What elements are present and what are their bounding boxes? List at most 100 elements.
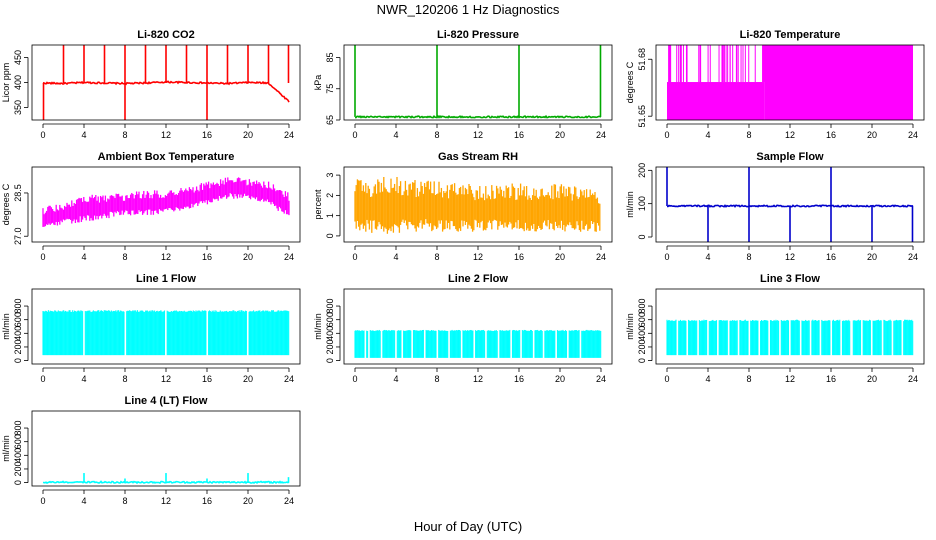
x-tick-label: 12 <box>473 130 483 140</box>
panel-title: Li-820 CO2 <box>137 29 194 41</box>
plot-frame <box>343 166 613 243</box>
y-axis-label: ml/min <box>1 435 11 462</box>
y-axis-label: ml/min <box>313 313 323 340</box>
plot-area <box>42 177 290 227</box>
x-tick-label: 16 <box>514 130 524 140</box>
x-tick-label: 4 <box>705 374 710 384</box>
plot-frame <box>31 288 301 365</box>
x-tick-label: 20 <box>555 252 565 262</box>
x-tick-label: 20 <box>867 374 877 384</box>
y-tick-label: 800 <box>325 299 335 314</box>
x-tick-label: 16 <box>202 252 212 262</box>
y-tick-label: 0 <box>13 480 23 485</box>
panel-8: Line 2 Flow 0 4 8 12 16 20 24 0 200400600800ml/mi… <box>313 273 613 384</box>
x-tick-label: 0 <box>40 496 45 506</box>
y-tick-label: 85 <box>325 52 335 62</box>
y-tick-label: 200 <box>637 163 647 178</box>
x-tick-label: 0 <box>352 252 357 262</box>
y-tick-label: 200 <box>637 339 647 354</box>
y-axis-label: degrees C <box>625 61 635 103</box>
plot-frame <box>31 166 301 243</box>
panel-title: Line 4 (LT) Flow <box>125 395 208 407</box>
x-tick-label: 8 <box>434 374 439 384</box>
band-late <box>764 45 913 120</box>
y-tick-label: 800 <box>13 421 23 436</box>
x-tick-label: 20 <box>867 130 877 140</box>
y-tick-label: 0 <box>325 233 335 238</box>
plot-area <box>42 45 290 120</box>
y-tick-label: 27.0 <box>13 227 23 245</box>
panel-title: Sample Flow <box>756 151 824 163</box>
x-tick-label: 12 <box>785 252 795 262</box>
plot-frame <box>343 44 613 121</box>
x-tick-label: 4 <box>393 130 398 140</box>
y-tick-label: 28.5 <box>13 184 23 202</box>
x-tick-label: 24 <box>596 130 606 140</box>
x-tick-label: 12 <box>161 130 171 140</box>
y-tick-label: 600 <box>13 434 23 449</box>
x-tick-label: 16 <box>826 130 836 140</box>
y-tick-label: 600 <box>637 312 647 327</box>
x-tick-label: 24 <box>284 496 294 506</box>
y-tick-label: 2 <box>325 193 335 198</box>
x-tick-label: 0 <box>40 374 45 384</box>
x-tick-label: 16 <box>514 374 524 384</box>
y-tick-label: 400 <box>325 326 335 341</box>
x-tick-label: 0 <box>664 374 669 384</box>
y-tick-label: 200 <box>13 339 23 354</box>
panel-2: Li-820 Pressure 0 4 8 12 16 20 24 65 75 85 kPa <box>313 29 613 140</box>
x-tick-label: 12 <box>473 252 483 262</box>
y-tick-label: 0 <box>325 358 335 363</box>
y-axis-label: ml/min <box>625 313 635 340</box>
x-tick-label: 8 <box>122 252 127 262</box>
x-tick-label: 0 <box>40 130 45 140</box>
y-tick-label: 51.65 <box>637 105 647 128</box>
x-tick-label: 16 <box>202 130 212 140</box>
y-tick-label: 600 <box>325 312 335 327</box>
y-tick-label: 0 <box>637 234 647 239</box>
plot-area <box>666 319 914 356</box>
x-tick-label: 20 <box>555 130 565 140</box>
plot-frame <box>655 166 925 243</box>
y-tick-label: 0 <box>13 358 23 363</box>
x-tick-label: 0 <box>352 374 357 384</box>
y-tick-label: 400 <box>13 326 23 341</box>
y-tick-label: 1 <box>325 213 335 218</box>
x-tick-label: 8 <box>122 130 127 140</box>
panel-title: Line 3 Flow <box>760 273 820 285</box>
y-tick-label: 200 <box>13 461 23 476</box>
x-tick-label: 16 <box>826 252 836 262</box>
x-tick-label: 0 <box>40 252 45 262</box>
series-line <box>42 80 290 103</box>
x-tick-label: 4 <box>705 252 710 262</box>
x-tick-label: 8 <box>122 374 127 384</box>
panel-4: Ambient Box Temperature 0 4 8 12 16 20 24 27.0 28… <box>1 151 301 262</box>
x-tick-label: 24 <box>284 252 294 262</box>
panel-title: Li-820 Temperature <box>740 29 841 41</box>
plot-frame <box>31 410 301 487</box>
y-tick-label: 0 <box>637 358 647 363</box>
plot-frame <box>655 288 925 365</box>
x-tick-label: 12 <box>473 374 483 384</box>
plot-frame <box>655 44 925 121</box>
figure-title: NWR_120206 1 Hz Diagnostics <box>377 2 560 17</box>
y-tick-label: 400 <box>13 75 23 90</box>
x-tick-label: 24 <box>908 374 918 384</box>
plot-area <box>667 45 913 120</box>
x-tick-label: 20 <box>243 252 253 262</box>
x-tick-label: 16 <box>202 496 212 506</box>
x-tick-label: 24 <box>908 252 918 262</box>
x-tick-label: 24 <box>908 130 918 140</box>
x-tick-label: 24 <box>284 130 294 140</box>
x-tick-label: 0 <box>664 252 669 262</box>
band-early <box>667 82 765 120</box>
x-tick-label: 4 <box>705 130 710 140</box>
y-tick-label: 51.68 <box>637 48 647 71</box>
plot-area <box>354 329 602 358</box>
plot-frame <box>31 44 301 121</box>
x-tick-label: 8 <box>746 374 751 384</box>
